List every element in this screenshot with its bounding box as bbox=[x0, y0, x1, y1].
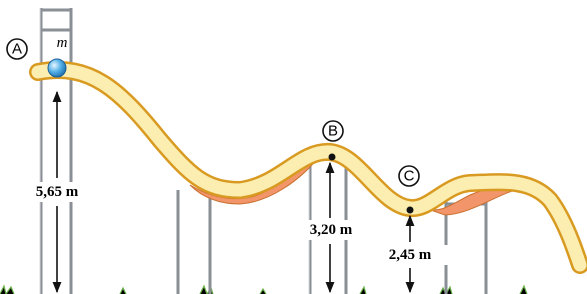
height-label: 2,45 m bbox=[389, 247, 432, 263]
slide-diagram: m A B C 5,65 m 3,20 m 2,45 m bbox=[0, 0, 587, 294]
point-label-c: C bbox=[399, 166, 419, 186]
height-label: 3,20 m bbox=[310, 222, 353, 238]
point-marker bbox=[329, 154, 336, 161]
mass-label: m bbox=[57, 35, 68, 51]
point-letter: B bbox=[328, 123, 338, 140]
point-letter: C bbox=[404, 168, 415, 185]
height-label: 5,65 m bbox=[36, 184, 79, 200]
height-c: 2,45 m bbox=[372, 216, 448, 292]
point-label-b: B bbox=[323, 121, 343, 141]
point-label-a: A bbox=[7, 39, 27, 59]
height-b: 3,20 m bbox=[294, 163, 368, 292]
point-marker bbox=[407, 207, 414, 214]
ball bbox=[48, 59, 66, 77]
height-a: 5,65 m bbox=[18, 92, 94, 292]
point-letter: A bbox=[12, 41, 22, 58]
grass bbox=[0, 286, 527, 294]
